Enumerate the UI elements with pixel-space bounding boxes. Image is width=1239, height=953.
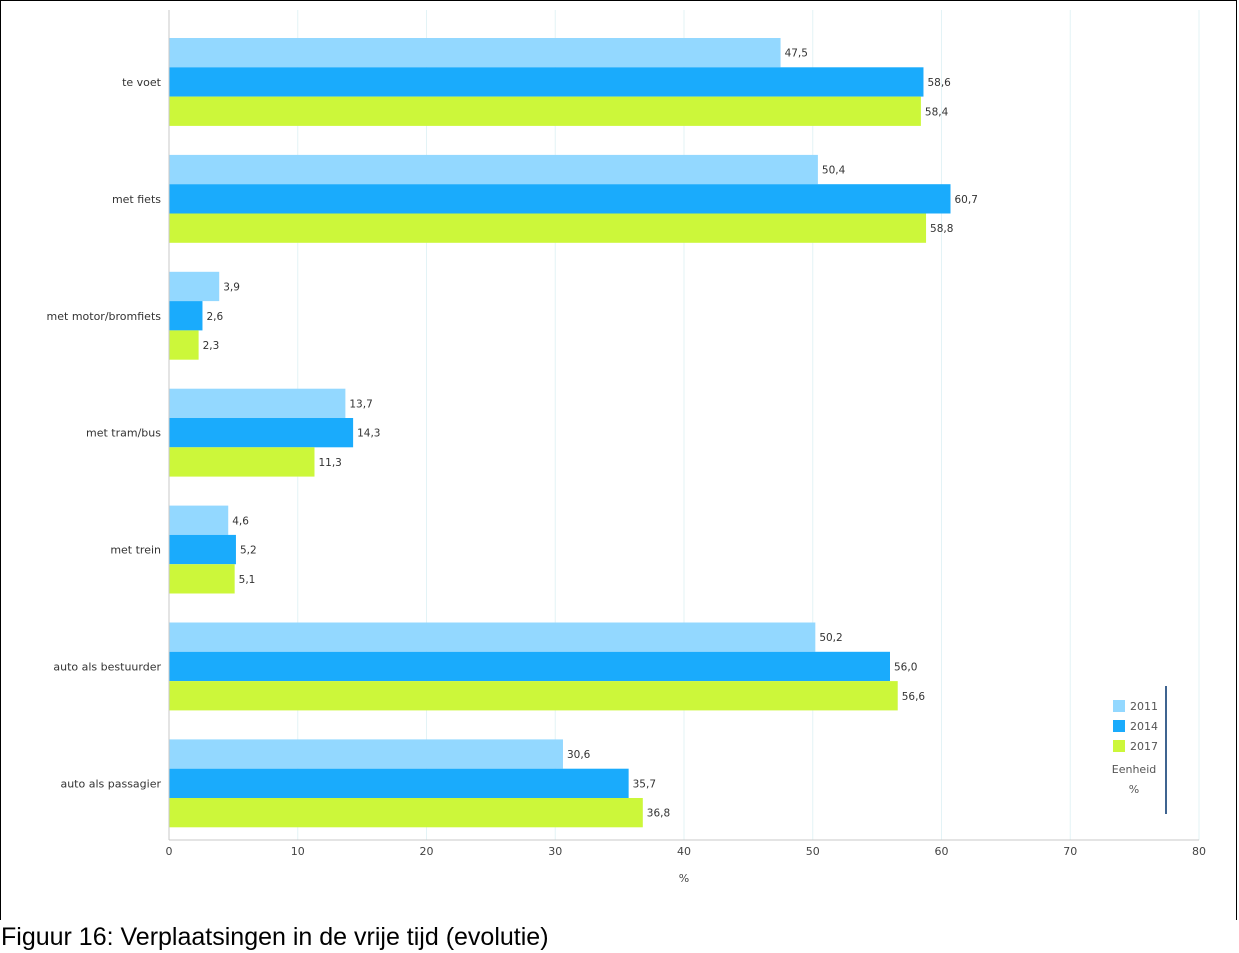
bar-2011 <box>169 271 220 302</box>
bar-2017 <box>169 798 643 828</box>
category-label: auto als bestuurder <box>53 660 161 673</box>
x-axis-label: % <box>679 872 689 885</box>
data-label: 3,9 <box>223 281 240 293</box>
x-tick-label: 40 <box>677 845 691 858</box>
legend-label: 2011 <box>1130 700 1158 713</box>
data-label: 50,2 <box>819 632 842 644</box>
data-label: 2,6 <box>206 311 223 323</box>
category-label: met motor/bromfiets <box>47 310 162 323</box>
x-tick-label: 20 <box>420 845 434 858</box>
figure-frame <box>0 0 1237 920</box>
data-label: 5,2 <box>240 545 257 557</box>
data-label: 36,8 <box>647 808 670 820</box>
x-tick-label: 0 <box>166 845 173 858</box>
category-label: te voet <box>122 76 162 89</box>
bar-2011 <box>169 739 563 769</box>
data-label: 35,7 <box>633 778 656 790</box>
bar-chart: 47,5 58,6 58,4 50,4 60,7 58,8 3,9 2,6 2,3 13,7 14,… <box>47 10 1206 885</box>
bar-2014 <box>169 301 203 331</box>
bar-2014 <box>169 418 354 448</box>
x-tick-label: 80 <box>1192 845 1206 858</box>
bar-2011 <box>169 38 781 68</box>
bar-2014 <box>169 651 890 682</box>
x-tick-label: 60 <box>935 845 949 858</box>
bar-2014 <box>169 184 951 214</box>
data-label: 50,4 <box>822 165 846 177</box>
legend-swatch-2017 <box>1113 740 1125 752</box>
legend-label: 2014 <box>1130 720 1158 733</box>
bar-2014 <box>169 768 629 798</box>
data-label: 2,3 <box>203 340 220 352</box>
data-label: 56,0 <box>894 661 917 673</box>
bar-2011 <box>169 388 346 418</box>
bar-2017 <box>169 564 235 594</box>
category-label: met tram/bus <box>86 427 161 440</box>
bar-2017 <box>169 213 927 243</box>
data-label: 47,5 <box>785 48 808 60</box>
data-label: 30,6 <box>567 749 591 761</box>
data-label: 58,6 <box>927 77 951 89</box>
legend-swatch-2011 <box>1113 700 1125 712</box>
data-label: 11,3 <box>318 457 341 469</box>
data-label: 5,1 <box>239 574 256 586</box>
category-label: auto als passagier <box>60 777 161 790</box>
data-label: 60,7 <box>955 194 978 206</box>
category-label: met fiets <box>112 193 161 206</box>
data-label: 58,8 <box>930 223 953 235</box>
data-label: 4,6 <box>232 515 249 527</box>
bar-2011 <box>169 154 818 185</box>
x-tick-label: 30 <box>548 845 562 858</box>
legend-unit-label: Eenheid <box>1112 763 1156 776</box>
bar-2014 <box>169 534 236 565</box>
legend-unit-value: % <box>1129 783 1139 796</box>
data-label: 14,3 <box>357 428 380 440</box>
data-label: 58,4 <box>925 106 949 118</box>
bar-2014 <box>169 67 924 97</box>
legend: 2011 2014 2017 Eenheid% <box>1112 686 1167 814</box>
bar-2017 <box>169 447 315 477</box>
grid-lines <box>297 10 1200 840</box>
bar-2011 <box>169 505 229 535</box>
legend-swatch-2014 <box>1113 720 1125 732</box>
data-label: 13,7 <box>349 398 372 410</box>
category-label: met trein <box>110 544 161 557</box>
bar-2011 <box>169 622 816 652</box>
x-tick-label: 50 <box>806 845 820 858</box>
data-label: 56,6 <box>902 691 926 703</box>
x-tick-label: 70 <box>1063 845 1077 858</box>
figure-caption: Figuur 16: Verplaatsingen in de vrije ti… <box>1 923 549 951</box>
x-tick-label: 10 <box>291 845 305 858</box>
bar-2017 <box>169 681 898 711</box>
bar-2017 <box>169 96 921 126</box>
axes: 0 10 20 30 40 50 60 70 80 te voet met fiets met mot… <box>47 10 1206 885</box>
bars: 47,5 58,6 58,4 50,4 60,7 58,8 3,9 2,6 2,3 13,7 14,… <box>169 38 978 828</box>
bar-2017 <box>169 330 199 360</box>
legend-label: 2017 <box>1130 740 1158 753</box>
